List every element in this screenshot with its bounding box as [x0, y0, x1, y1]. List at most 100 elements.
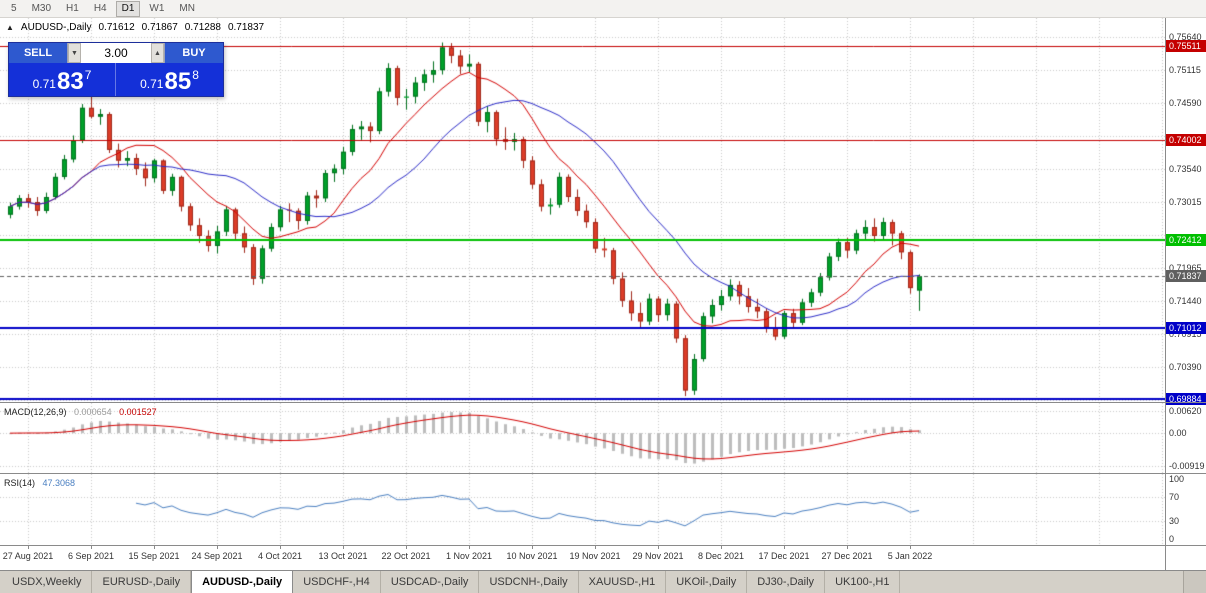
time-axis-label: 22 Oct 2021 [381, 551, 431, 561]
volume-control: ▼ 3.00 ▲ [67, 43, 165, 63]
rsi-value: 47.3068 [42, 478, 76, 488]
volume-decrease-button[interactable]: ▼ [68, 43, 81, 63]
time-axis-tick [280, 546, 281, 549]
chart-ohlc-header: ▲ AUDUSD-,Daily 0.71612 0.71867 0.71288 … [6, 22, 264, 33]
price-axis-label: 0.70390 [1169, 362, 1202, 373]
price-axis-label: 0.75115 [1169, 65, 1201, 76]
pane-separator[interactable] [0, 545, 1206, 546]
volume-increase-button[interactable]: ▲ [151, 43, 164, 63]
price-level-badge: 0.72412 [1166, 234, 1206, 247]
price-level-badge: 0.71012 [1166, 322, 1206, 335]
time-axis-tick [469, 546, 470, 549]
time-axis-label: 24 Sep 2021 [191, 551, 243, 561]
price-axis-column[interactable] [1165, 18, 1206, 570]
price-level-badge: 0.75511 [1166, 39, 1206, 52]
rsi-axis-label: 30 [1169, 516, 1180, 526]
time-axis-tick [91, 546, 92, 549]
ohlc-close: 0.71837 [227, 22, 265, 33]
time-axis-label: 4 Oct 2021 [257, 551, 303, 561]
time-axis-tick [784, 546, 785, 549]
timeframes-toolbar: 5 M30 H1 H4 D1 W1 MN [0, 0, 1206, 18]
rsi-axis-label: 0 [1169, 534, 1175, 544]
macd-signal-value: 0.001527 [119, 407, 157, 417]
sell-price-big: 83 [56, 68, 84, 95]
period-button-w1[interactable]: W1 [149, 2, 165, 14]
macd-axis-label: -0.00919 [1169, 461, 1205, 471]
period-button-h1[interactable]: H1 [66, 2, 79, 14]
time-axis-label: 27 Dec 2021 [821, 551, 873, 561]
time-axis-label: 8 Dec 2021 [697, 551, 745, 561]
sell-price-display[interactable]: 0.71 83 7 [9, 63, 116, 96]
period-button-h4[interactable]: H4 [93, 2, 107, 14]
price-axis-label: 0.70915 [1169, 329, 1202, 340]
period-button-d1[interactable]: D1 [115, 0, 141, 17]
ohlc-low: 0.71288 [184, 22, 221, 33]
macd-axis-label: 0.00 [1169, 428, 1187, 439]
buy-price-display[interactable]: 0.71 85 8 [116, 63, 223, 96]
macd-indicator-label: MACD(12,26,9) 0.000654 0.001527 [4, 407, 157, 417]
ohlc-open: 0.71612 [98, 22, 135, 33]
sell-button[interactable]: SELL [9, 43, 67, 63]
macd-axis-label: 0.00620 [1169, 406, 1202, 416]
time-axis-tick [721, 546, 722, 549]
buy-price-big: 85 [164, 68, 192, 95]
time-axis-tick [28, 546, 29, 549]
time-axis-tick [406, 546, 407, 549]
chart-tab-ukoil-daily[interactable]: UKOil-,Daily [666, 571, 748, 593]
chart-tab-usdchf-h4[interactable]: USDCHF-,H4 [293, 571, 381, 593]
symbol-title: AUDUSD-,Daily [20, 22, 92, 33]
one-click-trading-panel: SELL ▼ 3.00 ▲ BUY 0.71 83 7 0.71 85 8 [8, 42, 224, 97]
macd-main-value: 0.000654 [74, 407, 112, 417]
time-axis[interactable]: 27 Aug 2021 6 Sep 2021 15 Sep 2021 24 Sep 2… [0, 546, 1165, 570]
buy-price-sup: 8 [192, 68, 199, 82]
chart-tab-audusd-daily[interactable]: AUDUSD-,Daily [191, 571, 294, 593]
chart-tab-usdcnh-daily[interactable]: USDCNH-,Daily [479, 571, 579, 593]
rsi-axis-label: 100 [1169, 474, 1185, 484]
ohlc-high: 0.71867 [141, 22, 178, 33]
period-button-m30[interactable]: M30 [31, 2, 52, 14]
period-button-5[interactable]: 5 [11, 2, 17, 14]
buy-price-prefix: 0.71 [140, 77, 164, 91]
time-axis-tick [217, 546, 218, 549]
sell-price-sup: 7 [84, 68, 92, 82]
period-button-mn[interactable]: MN [179, 2, 195, 14]
price-axis-label: 0.74590 [1169, 98, 1202, 109]
price-axis-label: 0.71440 [1169, 296, 1202, 307]
time-axis-label: 27 Aug 2021 [2, 551, 54, 561]
rsi-pane-canvas[interactable] [0, 474, 1165, 545]
chart-tab-xauusd-h1[interactable]: XAUUSD-,H1 [579, 571, 667, 593]
rsi-name: RSI(14) [4, 478, 36, 488]
chart-tab-eurusd-daily[interactable]: EURUSD-,Daily [92, 571, 192, 593]
chart-tab-dj30-daily[interactable]: DJ30-,Daily [747, 571, 826, 593]
time-axis-tick [154, 546, 155, 549]
price-level-badge: 0.69884 [1166, 392, 1206, 405]
chart-tab-usdcad-daily[interactable]: USDCAD-,Daily [381, 571, 480, 593]
buy-button[interactable]: BUY [165, 43, 223, 63]
time-axis-label: 15 Sep 2021 [128, 551, 180, 561]
time-axis-tick [343, 546, 344, 549]
pane-separator[interactable] [0, 473, 1206, 474]
chart-tab-uk100-h1[interactable]: UK100-,H1 [825, 571, 901, 593]
tab-scroll-area [1183, 571, 1206, 593]
collapse-trade-panel-icon[interactable]: ▲ [6, 23, 14, 32]
time-axis-tick [532, 546, 533, 549]
time-axis-tick [910, 546, 911, 549]
rsi-indicator-label: RSI(14) 47.3068 [4, 478, 75, 488]
chart-tab-usdx-weekly[interactable]: USDX,Weekly [2, 571, 93, 593]
time-axis-tick [595, 546, 596, 549]
volume-input[interactable]: 3.00 [104, 46, 128, 60]
time-axis-tick [658, 546, 659, 549]
time-axis-label: 19 Nov 2021 [569, 551, 621, 561]
time-axis-label: 1 Nov 2021 [445, 551, 493, 561]
pane-separator[interactable] [0, 402, 1206, 403]
time-axis-tick [847, 546, 848, 549]
time-axis-label: 29 Nov 2021 [632, 551, 684, 561]
price-level-badge: 0.74002 [1166, 134, 1206, 147]
sell-price-prefix: 0.71 [32, 77, 56, 91]
rsi-axis-label: 70 [1169, 492, 1180, 502]
price-axis-label: 0.73015 [1169, 197, 1202, 208]
current-price-badge: 0.71837 [1166, 270, 1206, 283]
time-axis-label: 6 Sep 2021 [67, 551, 115, 561]
macd-pane-canvas[interactable] [0, 403, 1165, 473]
